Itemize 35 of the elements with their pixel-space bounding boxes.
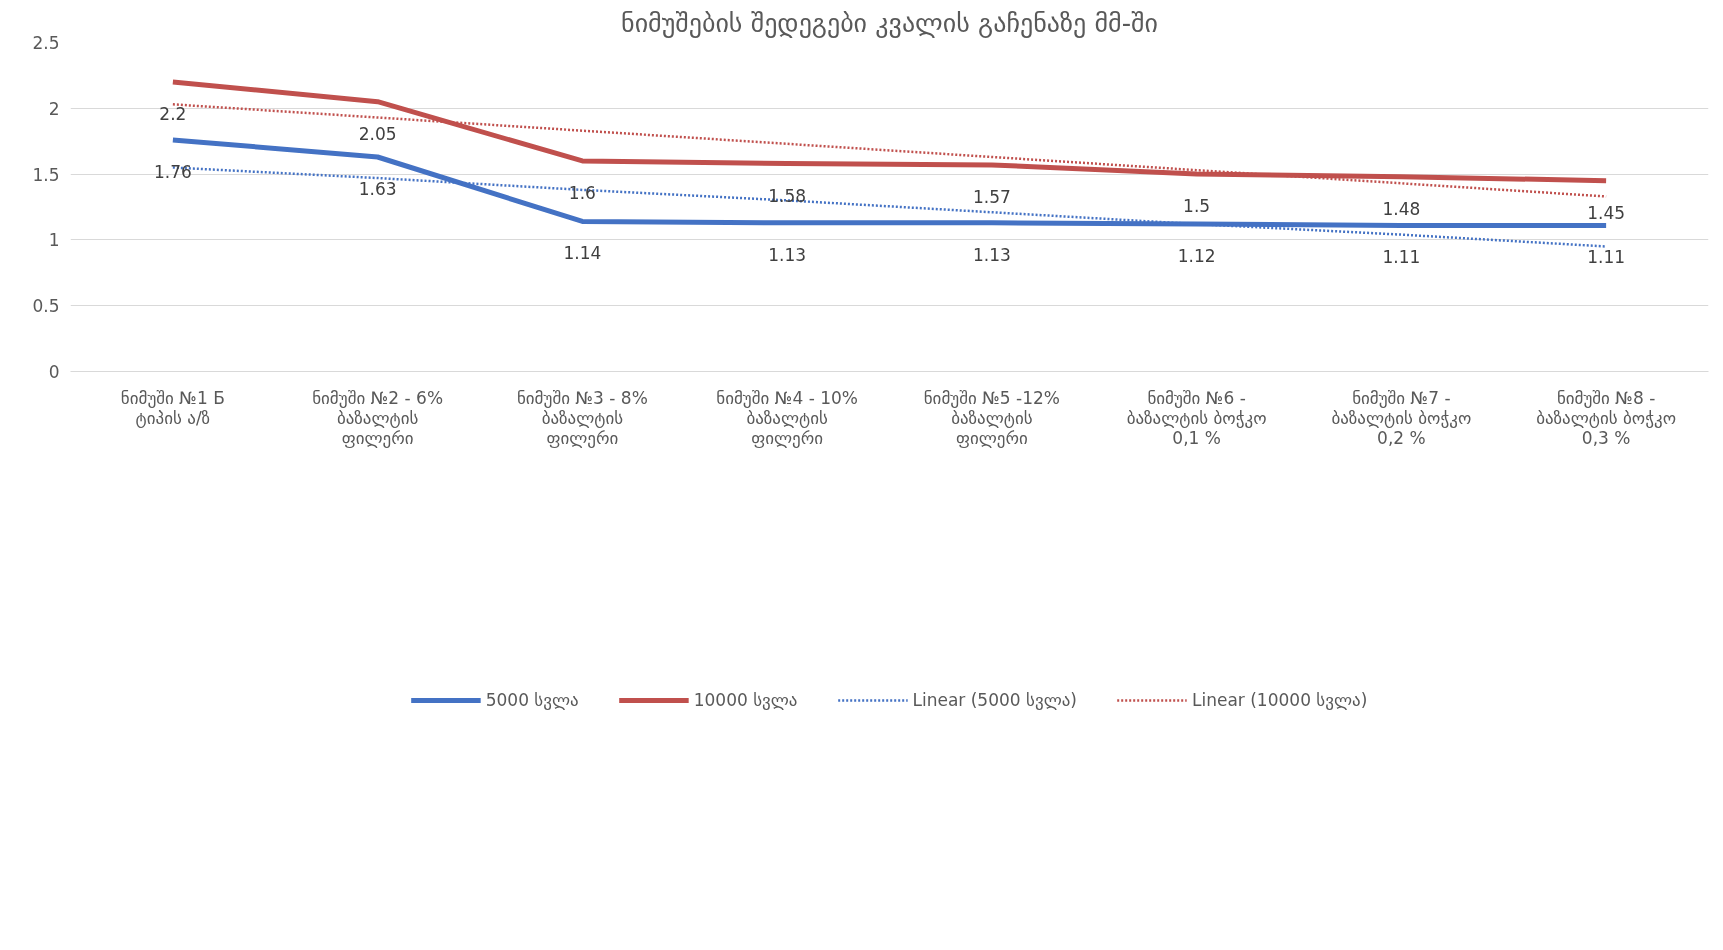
chart-title: ნიმუშების შედეგები კვალის გაჩენაზე მმ-ში — [621, 7, 1158, 38]
legend-label: Linear (10000 სვლა) — [1192, 690, 1368, 710]
data-label: 2.05 — [358, 123, 397, 144]
x-tick-label: ნიმუში №6 - ბაზალტის ბოჭკო 0,1 % — [1126, 387, 1267, 448]
legend-label: 10000 სვლა — [693, 690, 798, 710]
x-tick-label: ნიმუში №5 -12% ბაზალტის ფილერი — [923, 387, 1061, 448]
data-label: 1.6 — [568, 182, 596, 203]
data-label: 1.13 — [972, 244, 1011, 265]
x-tick-label: ნიმუში №7 - ბაზალტის ბოჭკო 0,2 % — [1331, 387, 1472, 448]
data-label: 1.11 — [1587, 247, 1626, 268]
data-label: 1.63 — [358, 178, 397, 199]
data-label: 2.2 — [159, 103, 187, 124]
legend-label: 5000 სვლა — [485, 690, 579, 710]
x-tick-label: ნიმუში №4 - 10% ბაზალტის ფილერი — [716, 387, 858, 448]
data-label: 1.58 — [768, 185, 807, 206]
x-tick-label: ნიმუში №3 - 8% ბაზალტის ფილერი — [516, 387, 648, 448]
data-label: 1.57 — [972, 186, 1011, 207]
y-tick-label: 1 — [48, 230, 60, 251]
data-label: 1.45 — [1587, 202, 1626, 223]
y-tick-label: 0.5 — [32, 296, 60, 317]
y-tick-label: 2 — [48, 98, 60, 119]
x-tick-label: ნიმუში №8 - ბაზალტის ბოჭკო 0,3 % — [1536, 387, 1677, 448]
data-label: 1.14 — [563, 243, 602, 264]
data-label: 1.11 — [1382, 247, 1421, 268]
data-label: 1.13 — [768, 244, 807, 265]
data-label: 1.76 — [153, 161, 192, 182]
data-label: 1.12 — [1177, 246, 1216, 267]
x-tick-label: ნიმუში №2 - 6% ბაზალტის ფილერი — [312, 387, 444, 448]
data-label: 1.48 — [1382, 198, 1421, 219]
y-tick-label: 0 — [48, 362, 60, 382]
data-label: 1.5 — [1183, 196, 1211, 217]
x-tick-label: ნიმუში №1 Б ტიპის ა/ზ — [120, 387, 225, 428]
legend-label: Linear (5000 სვლა) — [912, 690, 1077, 710]
y-tick-label: 1.5 — [32, 164, 60, 185]
y-tick-label: 2.5 — [32, 33, 60, 53]
